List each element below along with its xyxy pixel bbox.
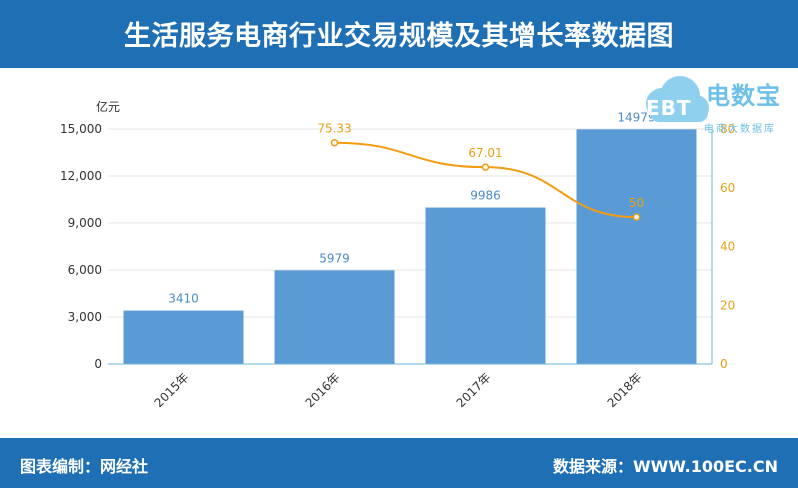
y-tick-label-left: 6,000 <box>68 263 102 277</box>
y-tick-label-left: 15,000 <box>60 122 102 136</box>
watermark-logo: EBT 电数宝 电商大数据库 <box>640 72 790 142</box>
bar <box>274 270 395 364</box>
y-tick-label-left: 9,000 <box>68 216 102 230</box>
growth-rate-point <box>632 213 641 221</box>
bar-value-label: 3410 <box>168 292 199 306</box>
growth-rate-label: 75.33 <box>317 122 351 136</box>
footer-bar: 图表编制：网经社 数据来源：WWW.100EC.CN <box>0 438 798 488</box>
bar-value-label: 14979 <box>617 110 655 124</box>
y-tick-label-left: 0 <box>94 357 102 371</box>
y-tick-label-right: 80 <box>720 122 735 136</box>
data-source: 数据来源：WWW.100EC.CN <box>552 457 778 476</box>
y-tick-label-right: 20 <box>720 298 735 312</box>
bar <box>425 207 546 364</box>
x-tick-label: 2015年 <box>152 370 192 410</box>
bar-value-label: 9986 <box>470 189 501 203</box>
bar <box>123 310 244 364</box>
y-tick-label-right: 40 <box>720 240 735 254</box>
growth-rate-label: 67.01 <box>468 146 502 160</box>
bar <box>576 129 697 364</box>
x-tick-label: 2018年 <box>605 370 645 410</box>
y-axis-unit-label: 亿元 <box>96 100 121 114</box>
y-tick-label-left: 3,000 <box>68 310 102 324</box>
logo-text: 电数宝 <box>706 82 781 110</box>
growth-rate-point <box>481 163 490 171</box>
chart-compiler: 图表编制：网经社 <box>20 457 149 476</box>
chart-title: 生活服务电商行业交易规模及其增长率数据图 <box>124 21 674 52</box>
title-bar: 生活服务电商行业交易规模及其增长率数据图 <box>0 0 798 68</box>
logo-subtext: 电商大数据库 <box>704 124 776 135</box>
y-tick-label-left: 12,000 <box>60 169 102 183</box>
bar-value-label: 5979 <box>319 251 350 265</box>
cloud-icon <box>646 76 709 122</box>
y-tick-label-right: 60 <box>720 181 735 195</box>
growth-rate-point <box>330 138 339 147</box>
logo-badge-text: EBT <box>646 96 692 120</box>
y-tick-label-right: 0 <box>720 357 728 371</box>
growth-rate-label: 50 <box>629 196 644 210</box>
x-tick-label: 2016年 <box>303 370 343 410</box>
x-tick-label: 2017年 <box>454 370 494 410</box>
